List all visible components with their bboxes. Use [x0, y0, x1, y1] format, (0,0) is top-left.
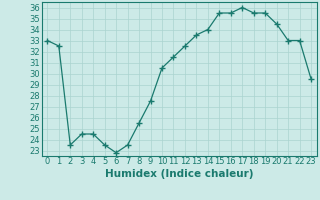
X-axis label: Humidex (Indice chaleur): Humidex (Indice chaleur): [105, 169, 253, 179]
